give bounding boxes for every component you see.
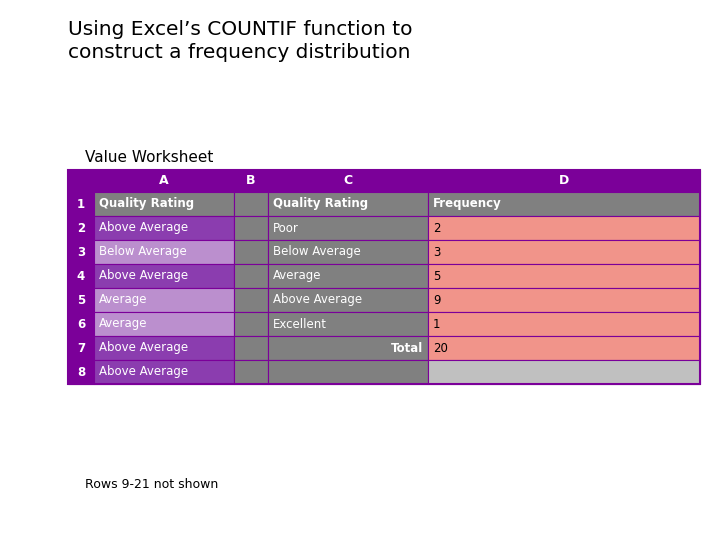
Text: Value Worksheet: Value Worksheet [85,150,213,165]
Text: Above Average: Above Average [99,221,188,234]
Bar [428,170,700,192]
Bar [68,312,94,336]
Text: 1: 1 [433,318,441,330]
Text: Frequency: Frequency [433,198,502,211]
Text: 2: 2 [433,221,441,234]
Bar [94,264,234,288]
Bar [234,288,268,312]
Text: Above Average: Above Average [99,269,188,282]
Text: Below Average: Below Average [99,246,186,259]
Text: Poor: Poor [273,221,299,234]
Text: 1: 1 [77,198,85,211]
Bar [68,216,94,240]
Text: Excellent: Excellent [273,318,327,330]
Bar [68,288,94,312]
Bar [94,312,234,336]
Bar [428,216,700,240]
Text: 2: 2 [77,221,85,234]
Text: D: D [559,174,569,187]
Bar [428,192,700,216]
Text: 4: 4 [77,269,85,282]
Bar [68,170,700,384]
Text: 9: 9 [433,294,441,307]
Text: Above Average: Above Average [273,294,362,307]
Text: 5: 5 [77,294,85,307]
Bar [428,264,700,288]
Text: 8: 8 [77,366,85,379]
Text: Quality Rating: Quality Rating [273,198,368,211]
Bar [234,360,268,384]
Bar [268,170,428,192]
Text: 20: 20 [433,341,448,354]
Bar [234,192,268,216]
Bar [94,170,234,192]
Text: 3: 3 [77,246,85,259]
Bar [268,360,428,384]
Bar [94,192,234,216]
Text: Above Average: Above Average [99,341,188,354]
Text: Rows 9-21 not shown: Rows 9-21 not shown [85,478,218,491]
Text: Using Excel’s COUNTIF function to
construct a frequency distribution: Using Excel’s COUNTIF function to constr… [68,20,413,63]
Bar [94,240,234,264]
Bar [234,170,268,192]
Bar [94,360,234,384]
Text: Total: Total [391,341,423,354]
Bar [234,264,268,288]
Text: 6: 6 [77,318,85,330]
Bar [94,216,234,240]
Bar [268,288,428,312]
Bar [268,240,428,264]
Bar [428,240,700,264]
Text: B: B [246,174,256,187]
Bar [234,336,268,360]
Bar [234,216,268,240]
Bar [234,312,268,336]
Bar [94,336,234,360]
Text: Above Average: Above Average [99,366,188,379]
Bar [268,312,428,336]
Text: 3: 3 [433,246,441,259]
Text: Quality Rating: Quality Rating [99,198,194,211]
Bar [68,192,94,216]
Text: Average: Average [273,269,322,282]
Bar [428,288,700,312]
Bar [68,264,94,288]
Bar [268,264,428,288]
Text: C: C [343,174,353,187]
Bar [428,312,700,336]
Bar [68,336,94,360]
Bar [268,216,428,240]
Bar [68,240,94,264]
Text: Below Average: Below Average [273,246,361,259]
Text: Average: Average [99,318,148,330]
Bar [94,288,234,312]
Bar [428,360,700,384]
Text: A: A [159,174,168,187]
Bar [268,192,428,216]
Text: Average: Average [99,294,148,307]
Text: 7: 7 [77,341,85,354]
Bar [428,336,700,360]
Bar [68,360,94,384]
Text: 5: 5 [433,269,441,282]
Bar [268,336,428,360]
Bar [68,170,94,192]
Bar [234,240,268,264]
